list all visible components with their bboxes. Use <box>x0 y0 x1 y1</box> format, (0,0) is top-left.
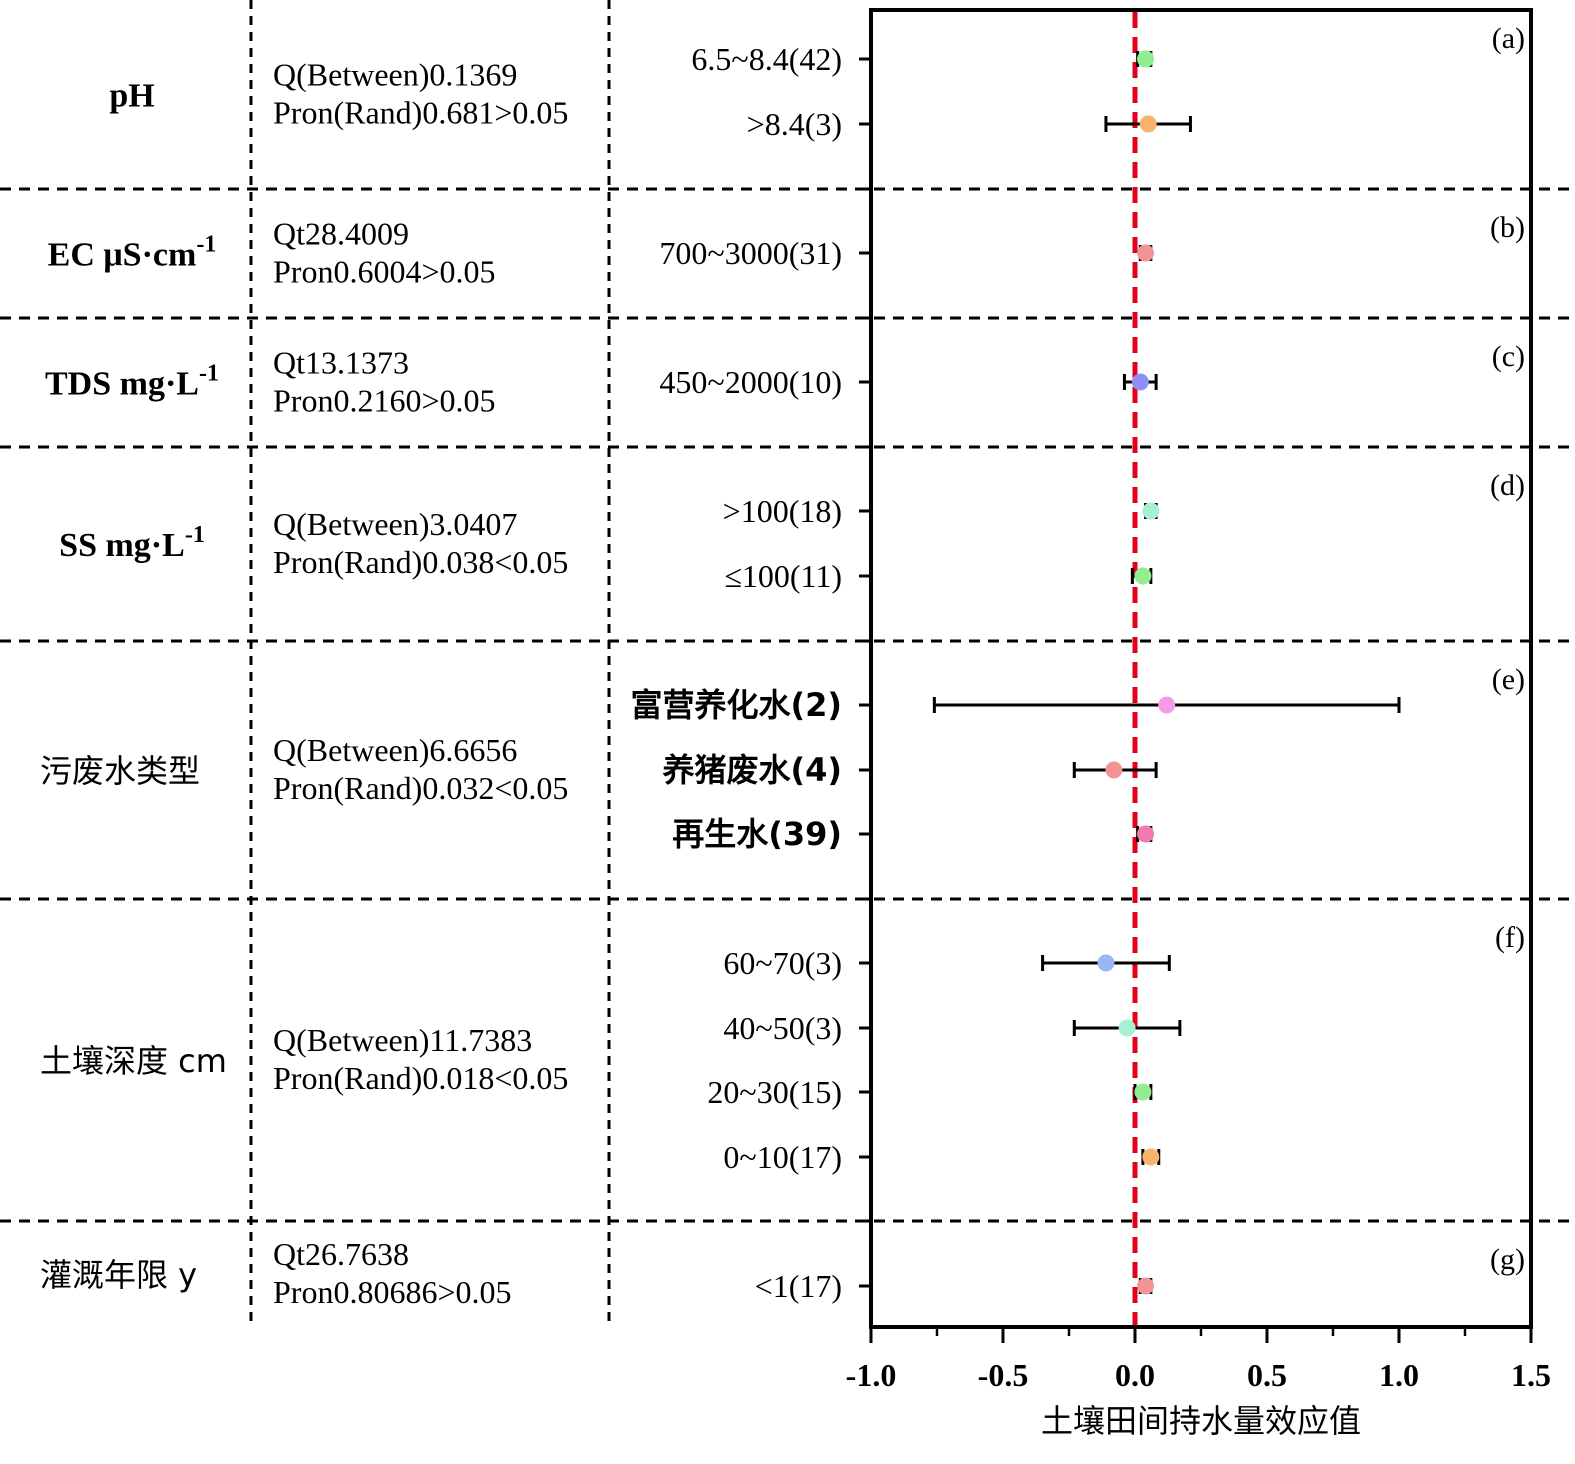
effect-size-point <box>1134 1083 1152 1101</box>
effect-size-point <box>1097 954 1115 972</box>
effect-size-point <box>1142 502 1160 520</box>
panel-letter: (f) <box>1495 921 1525 954</box>
heterogeneity-p-stat: Pron(Rand)0.681>0.05 <box>273 95 568 131</box>
subgroup-label: >100(18) <box>723 493 842 529</box>
effect-size-point <box>1137 825 1155 843</box>
heterogeneity-q-stat: Qt26.7638 <box>273 1236 409 1272</box>
x-tick-label: 1.0 <box>1379 1357 1419 1393</box>
factor-name: EC μS·cm <box>48 237 197 274</box>
subgroup-label: 6.5~8.4(42) <box>691 41 842 77</box>
factor-label: 土壤深度 cm <box>40 1042 227 1080</box>
subgroup-label: 450~2000(10) <box>659 364 842 400</box>
effect-size-point <box>1131 373 1149 391</box>
heterogeneity-p-stat: Pron(Rand)0.018<0.05 <box>273 1060 568 1096</box>
factor-name: TDS mg·L <box>45 366 199 403</box>
effect-size-point <box>1118 1019 1136 1037</box>
panel-letter: (c) <box>1492 340 1525 373</box>
effect-size-point <box>1137 244 1155 262</box>
heterogeneity-q-stat: Q(Between)11.7383 <box>273 1022 532 1058</box>
factor-unit-exponent: -1 <box>199 361 219 387</box>
panel-letter: (e) <box>1492 663 1525 696</box>
factor-name: SS mg·L <box>59 527 185 564</box>
effect-size-point <box>1137 50 1155 68</box>
factor-name: pH <box>109 78 154 115</box>
subgroup-label: 养猪废水(4) <box>662 751 842 789</box>
effect-size-point <box>1139 115 1157 133</box>
subgroup-label: 再生水(39) <box>672 815 842 853</box>
effect-size-point <box>1134 567 1152 585</box>
x-tick-label: 1.5 <box>1511 1357 1551 1393</box>
heterogeneity-q-stat: Q(Between)0.1369 <box>273 57 517 93</box>
effect-size-point <box>1137 1277 1155 1295</box>
factor-unit-exponent: -1 <box>196 232 216 258</box>
heterogeneity-p-stat: Pron0.2160>0.05 <box>273 383 496 419</box>
factor-label: EC μS·cm-1 <box>48 232 217 274</box>
effect-size-point <box>1158 696 1176 714</box>
factor-label: 灌溉年限 y <box>40 1256 197 1294</box>
factor-label: 污废水类型 <box>40 752 200 790</box>
panel-letter: (a) <box>1492 22 1525 55</box>
heterogeneity-q-stat: Q(Between)3.0407 <box>273 506 517 542</box>
subgroup-label: <1(17) <box>755 1268 842 1304</box>
heterogeneity-q-stat: Qt13.1373 <box>273 345 409 381</box>
x-tick-label: 0.5 <box>1247 1357 1287 1393</box>
panel-letter: (b) <box>1490 211 1525 244</box>
heterogeneity-p-stat: Pron0.6004>0.05 <box>273 254 496 290</box>
subgroup-label: 40~50(3) <box>723 1010 842 1046</box>
subgroup-label: 富营养化水(2) <box>630 686 842 724</box>
factor-unit-exponent: -1 <box>185 522 205 548</box>
subgroup-label: 60~70(3) <box>723 945 842 981</box>
heterogeneity-p-stat: Pron0.80686>0.05 <box>273 1274 512 1310</box>
heterogeneity-q-stat: Qt28.4009 <box>273 216 409 252</box>
factor-label: TDS mg·L-1 <box>45 361 219 403</box>
x-tick-label: -0.5 <box>978 1357 1029 1393</box>
subgroup-label: 20~30(15) <box>707 1074 842 1110</box>
x-tick-label: -1.0 <box>846 1357 897 1393</box>
effect-size-point <box>1105 761 1123 779</box>
heterogeneity-p-stat: Pron(Rand)0.032<0.05 <box>273 770 568 806</box>
subgroup-label: ≤100(11) <box>724 558 842 594</box>
plot-frame <box>869 8 1533 1329</box>
x-axis-title: 土壤田间持水量效应值 <box>1041 1402 1361 1440</box>
subgroup-label: 0~10(17) <box>723 1139 842 1175</box>
factor-label: pH <box>109 78 154 115</box>
heterogeneity-q-stat: Q(Between)6.6656 <box>273 732 517 768</box>
effect-size-point <box>1142 1148 1160 1166</box>
panel-letter: (g) <box>1490 1243 1525 1276</box>
subgroup-label: >8.4(3) <box>747 106 842 142</box>
factor-label: SS mg·L-1 <box>59 522 205 564</box>
subgroup-label: 700~3000(31) <box>659 235 842 271</box>
heterogeneity-p-stat: Pron(Rand)0.038<0.05 <box>273 544 568 580</box>
panel-letter: (d) <box>1490 469 1525 502</box>
x-tick-label: 0.0 <box>1115 1357 1155 1393</box>
